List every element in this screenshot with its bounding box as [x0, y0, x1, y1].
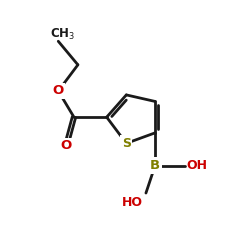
Text: O: O [53, 84, 64, 98]
Text: O: O [60, 140, 72, 152]
Text: CH$_3$: CH$_3$ [50, 27, 75, 42]
Text: S: S [122, 137, 131, 150]
Text: B: B [150, 159, 160, 172]
Text: OH: OH [186, 159, 208, 172]
Text: HO: HO [122, 196, 143, 209]
